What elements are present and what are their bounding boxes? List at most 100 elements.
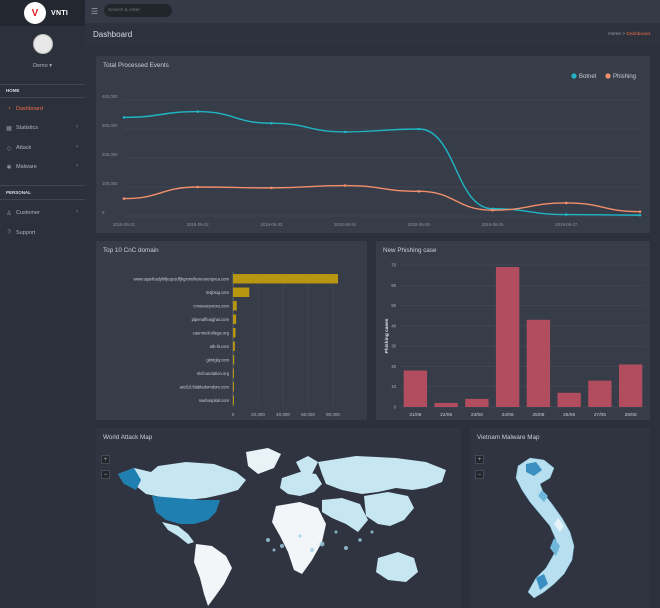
x-tick-label: 2018-06-25 xyxy=(408,222,431,227)
data-point xyxy=(196,185,200,189)
sidebar-item-label: Customer xyxy=(16,210,40,216)
category-label: and10.blabladomdom.com xyxy=(180,384,230,389)
card-title: New Phishing case xyxy=(383,247,437,254)
card-title: World Attack Map xyxy=(103,434,153,441)
sidebar-item-dashboard[interactable]: ◔ Dashboard xyxy=(0,102,85,116)
zoom-out-button[interactable]: − xyxy=(101,470,110,479)
sidebar-item-label: Malware xyxy=(16,164,37,170)
sidebar-item-malware[interactable]: ✱ Malware › xyxy=(0,160,85,174)
bar xyxy=(526,319,551,407)
bar xyxy=(233,301,237,311)
map-region xyxy=(364,492,414,526)
phishing-bar-chart: 0 10 20 30 40 50 60 70 Phishing cases 21/06 22/06 2… xyxy=(384,263,646,418)
data-point xyxy=(417,190,421,193)
user-name: Demo xyxy=(33,63,48,69)
map-region xyxy=(376,552,418,582)
y-tick-label: 0 xyxy=(102,210,105,215)
y-tick-label: 300,000 xyxy=(102,123,118,128)
chevron-right-icon: › xyxy=(76,124,78,130)
x-tick-label: 28/06 xyxy=(625,412,637,418)
sidebar-item-attack[interactable]: ◇ Attack › xyxy=(0,141,85,155)
y-tick-label: 70 xyxy=(391,263,396,268)
series-line-botnet xyxy=(123,110,641,216)
sidebar-item-statistics[interactable]: ▦ Statistics › xyxy=(0,121,85,135)
cnc-card: Top 10 CnC domain 0 20,000 40,000 60,000 80,… xyxy=(96,241,367,420)
cnc-bar-chart: 0 20,000 40,000 60,000 80,000 www.uqarfcadyhi… xyxy=(134,272,340,417)
x-tick-label: 2018-06-27 xyxy=(555,222,578,227)
attack-icon: ◇ xyxy=(6,145,12,152)
map-region xyxy=(162,522,194,544)
section-personal-label: PERSONAL xyxy=(6,190,32,195)
data-point xyxy=(564,213,568,216)
chevron-right-icon: > xyxy=(622,32,627,37)
sidebar-item-label: Attack xyxy=(16,145,32,151)
bar xyxy=(233,355,235,365)
zoom-out-button[interactable]: − xyxy=(475,470,484,479)
attack-point xyxy=(344,546,348,550)
breadcrumb-home[interactable]: Home xyxy=(608,32,622,37)
bar xyxy=(233,328,236,338)
category-label: nlcfoundation.org xyxy=(197,371,230,376)
category-label: msjbsig.com xyxy=(206,290,230,295)
sidebar-item-label: Statistics xyxy=(16,125,39,131)
divider xyxy=(0,97,85,98)
x-tick-label: 2018-06-26 xyxy=(482,222,505,227)
menu-icon[interactable]: ☰ xyxy=(91,7,99,16)
user-menu[interactable]: Demo ▾ xyxy=(33,63,52,69)
legend-swatch xyxy=(571,73,577,79)
y-tick-label: 20 xyxy=(391,364,396,369)
category-label: nashospital.com xyxy=(199,398,230,403)
sidebar-item-support[interactable]: ? Support xyxy=(0,226,85,240)
category-label: gkntglq.com xyxy=(206,357,229,362)
map-region xyxy=(515,457,575,599)
vn-map-card: Vietnam Malware Map + − xyxy=(470,428,650,608)
x-tick-label: 27/06 xyxy=(594,412,606,418)
zoom-in-button[interactable]: + xyxy=(475,455,484,464)
caret-down-icon: ▾ xyxy=(49,63,52,69)
avatar[interactable] xyxy=(32,34,53,54)
user-icon: ♙ xyxy=(6,210,12,217)
events-card: Total Processed Events 0 100,000 200,000 30… xyxy=(96,56,650,233)
data-point xyxy=(270,186,273,190)
search-input[interactable] xyxy=(104,4,172,17)
x-tick-label: 24/06 xyxy=(502,412,514,418)
bar xyxy=(465,398,489,407)
dashboard-icon: ◔ xyxy=(7,106,11,112)
attack-point xyxy=(310,548,314,552)
x-tick-label: 2018-06-21 xyxy=(113,222,136,227)
bar xyxy=(233,274,338,284)
x-tick-label: 21/06 xyxy=(409,412,421,418)
card-title: Total Processed Events xyxy=(103,62,169,69)
zoom-in-button[interactable]: + xyxy=(101,455,110,464)
map-region xyxy=(272,502,326,574)
y-tick-label: 30 xyxy=(391,344,396,349)
x-tick-label: 2018-06-23 xyxy=(260,222,283,227)
bar xyxy=(495,267,520,407)
y-axis-label: Phishing cases xyxy=(384,318,390,353)
map-region xyxy=(152,496,220,524)
sidebar-item-customer[interactable]: ♙ Customer › xyxy=(0,206,85,220)
x-tick-label: 80,000 xyxy=(326,412,340,417)
bug-icon: ✱ xyxy=(6,164,12,171)
brand-logo[interactable]: V xyxy=(24,2,46,24)
map-region xyxy=(296,456,318,474)
sidebar: V VNTI Demo ▾ HOME ◔ Dashboard ▦ Statist… xyxy=(0,0,85,608)
map-region xyxy=(118,468,141,490)
y-tick-label: 200,000 xyxy=(102,152,118,157)
map-region xyxy=(280,472,322,496)
category-label: caenmelcollege.org xyxy=(193,330,230,335)
breadcrumb: Home > Dashboard xyxy=(608,32,650,37)
y-tick-label: 0 xyxy=(394,405,397,410)
brand-name: VNTI xyxy=(51,9,69,17)
bar xyxy=(233,287,250,297)
x-tick-label: 40,000 xyxy=(276,412,290,417)
bar xyxy=(588,380,612,407)
map-region xyxy=(538,490,548,502)
help-icon: ? xyxy=(7,230,11,236)
x-tick-label: 0 xyxy=(232,412,235,417)
card-title: Vietnam Malware Map xyxy=(477,434,540,441)
x-tick-label: 25/06 xyxy=(532,412,544,418)
x-tick-label: 20,000 xyxy=(251,412,265,417)
divider xyxy=(0,185,85,186)
map-region xyxy=(246,448,281,474)
